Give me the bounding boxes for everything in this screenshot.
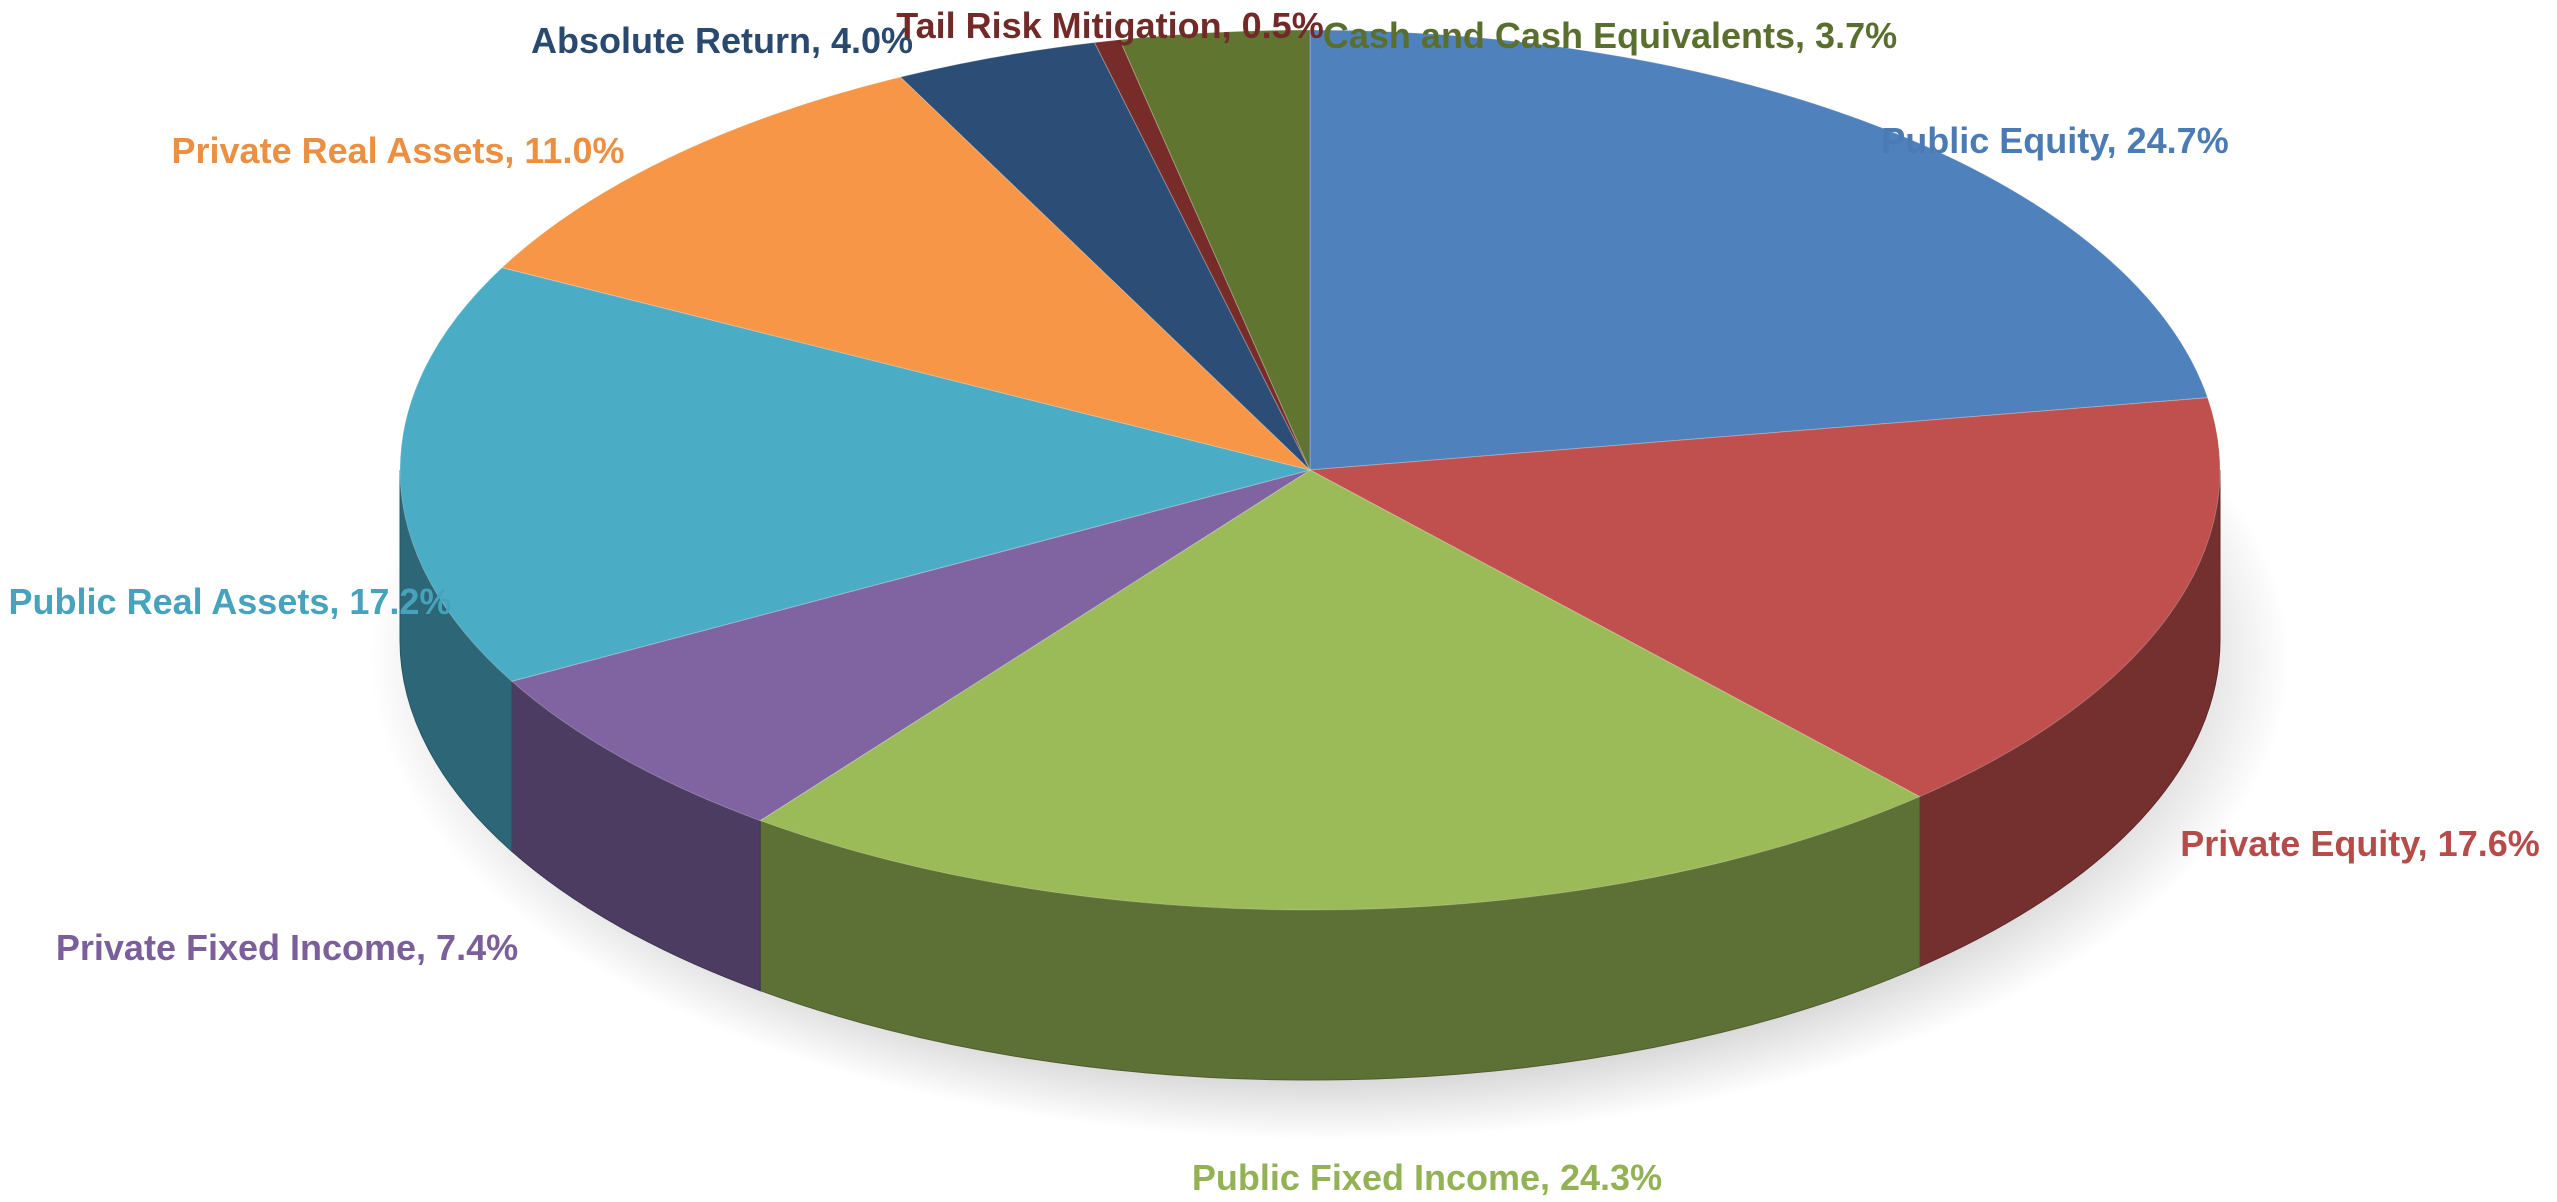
slice [1309, 29, 2209, 471]
data-label: Cash and Cash Equivalents, 3.7% [1323, 15, 1897, 56]
slice [899, 41, 1311, 471]
slice [1308, 397, 2221, 798]
data-label: Public Real Assets, 17.2% [9, 581, 452, 622]
slice [1119, 29, 1311, 471]
label-value: 4.0% [831, 20, 913, 61]
label-value: 17.2% [349, 581, 451, 622]
label-category: Public Equity [1881, 120, 2109, 161]
data-label: Private Real Assets, 11.0% [172, 130, 625, 171]
data-label: Public Fixed Income, 24.3% [1192, 1157, 1662, 1198]
label-value: 17.6% [2438, 823, 2540, 864]
slice [501, 76, 1312, 471]
label-category: Absolute Return [531, 20, 811, 61]
label-category: Private Real Assets [172, 130, 505, 171]
slice [510, 469, 1311, 822]
data-label: Private Fixed Income, 7.4% [56, 927, 518, 968]
slice [759, 469, 1921, 911]
label-category: Cash and Cash Equivalents [1323, 15, 1795, 56]
label-category: Tail Risk Mitigation [896, 5, 1221, 46]
label-value: 11.0% [524, 130, 624, 171]
label-category: Public Fixed Income [1192, 1157, 1540, 1198]
data-label: Tail Risk Mitigation, 0.5% [896, 5, 1323, 46]
slice [399, 267, 1311, 682]
label-value: 24.3% [1560, 1157, 1662, 1198]
data-label: Public Equity, 24.7% [1881, 120, 2228, 161]
label-category: Public Real Assets [9, 581, 330, 622]
label-value: 7.4% [436, 927, 518, 968]
label-category: Private Fixed Income [56, 927, 416, 968]
label-value: 0.5% [1242, 5, 1324, 46]
data-label: Absolute Return, 4.0% [531, 20, 913, 61]
slice [1093, 39, 1311, 471]
data-label: Private Equity, 17.6% [2180, 823, 2540, 864]
label-category: Private Equity [2180, 823, 2420, 864]
label-value: 3.7% [1815, 15, 1897, 56]
label-value: 24.7% [2127, 120, 2229, 161]
